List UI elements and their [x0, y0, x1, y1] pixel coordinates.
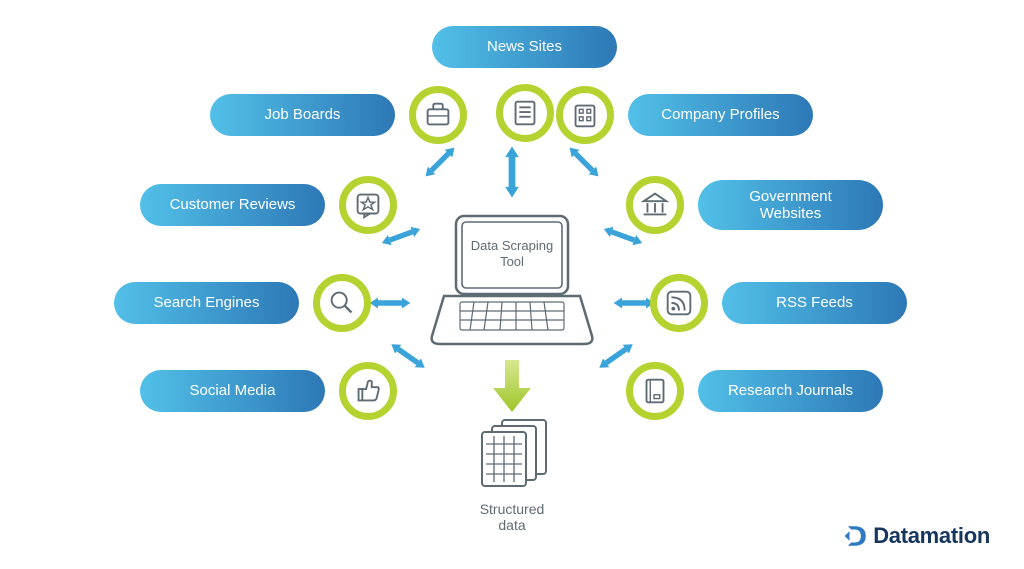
pill-label: RSS Feeds	[722, 282, 907, 324]
node-jobboards: Job Boards	[210, 86, 467, 144]
briefcase-icon	[409, 86, 467, 144]
bank-icon	[626, 176, 684, 234]
building-icon	[556, 86, 614, 144]
star-badge-icon	[339, 176, 397, 234]
laptop-icon: Data Scraping Tool	[422, 210, 602, 360]
node-government: Government Websites	[626, 176, 883, 234]
diagram-canvas: Data Scraping Tool	[0, 0, 1024, 569]
node-rss: RSS Feeds	[650, 274, 907, 332]
spreadsheet-stack-icon	[466, 414, 558, 492]
pill-label: Job Boards	[210, 94, 395, 136]
brand-text: Datamation	[873, 523, 990, 549]
center-laptop: Data Scraping Tool	[422, 210, 602, 365]
search-icon	[313, 274, 371, 332]
structured-data: Structured data	[466, 414, 558, 533]
node-reviews: Customer Reviews	[140, 176, 397, 234]
output-arrow-icon	[487, 356, 537, 416]
pill-label: Company Profiles	[628, 94, 813, 136]
thumbs-up-icon	[339, 362, 397, 420]
svg-text:Tool: Tool	[500, 254, 524, 269]
newspaper-icon	[496, 84, 554, 142]
pill-label: Social Media	[140, 370, 325, 412]
pill-label: Government Websites	[698, 180, 883, 230]
brand-logo: Datamation	[843, 523, 990, 549]
node-search: Search Engines	[114, 274, 371, 332]
brand-mark-icon	[843, 523, 869, 549]
structured-data-label: Structured data	[466, 501, 558, 533]
pill-label: News Sites	[432, 26, 617, 68]
node-social: Social Media	[140, 362, 397, 420]
pill-label: Research Journals	[698, 370, 883, 412]
rss-icon	[650, 274, 708, 332]
svg-text:Data Scraping: Data Scraping	[471, 238, 553, 253]
book-icon	[626, 362, 684, 420]
node-company: Company Profiles	[556, 86, 813, 144]
node-journals: Research Journals	[626, 362, 883, 420]
pill-label: Search Engines	[114, 282, 299, 324]
pill-label: Customer Reviews	[140, 184, 325, 226]
